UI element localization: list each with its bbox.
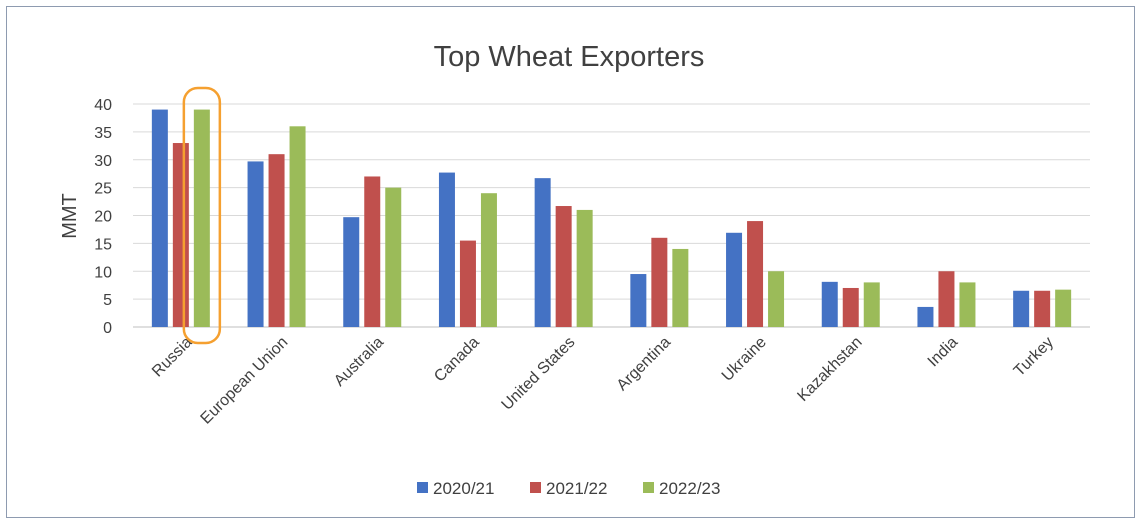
bar bbox=[747, 221, 764, 327]
x-tick-label: Canada bbox=[431, 334, 483, 386]
bar bbox=[459, 240, 476, 327]
bar bbox=[1034, 290, 1051, 327]
x-tick-label: Argentina bbox=[614, 334, 675, 395]
legend-label: 2021/22 bbox=[546, 479, 607, 498]
bar bbox=[842, 287, 859, 327]
x-tick-labels: Russia European Union Australia Canada Unite… bbox=[149, 334, 1057, 428]
bar bbox=[385, 187, 402, 327]
bar bbox=[555, 206, 572, 327]
legend-label: 2022/23 bbox=[659, 479, 720, 498]
y-tick-labels: 0 5 10 15 20 25 30 35 40 bbox=[94, 97, 112, 337]
legend: 2020/21 2021/22 2022/23 bbox=[417, 479, 720, 498]
bar bbox=[821, 281, 838, 327]
y-tick-label: 40 bbox=[94, 97, 112, 114]
y-tick-label: 5 bbox=[103, 292, 112, 309]
bar bbox=[480, 193, 497, 327]
x-tick-label: European Union bbox=[198, 334, 292, 428]
highlight-marker bbox=[182, 86, 222, 345]
highlight-oval bbox=[182, 86, 222, 345]
bar bbox=[863, 282, 880, 327]
legend-swatch bbox=[417, 482, 428, 493]
y-tick-label: 15 bbox=[94, 236, 112, 253]
bar bbox=[768, 271, 785, 327]
chart-title: Top Wheat Exporters bbox=[434, 41, 705, 73]
bar bbox=[726, 232, 743, 327]
y-axis-label: MMT bbox=[59, 193, 81, 239]
bar bbox=[247, 161, 264, 327]
y-tick-label: 0 bbox=[103, 320, 112, 337]
y-tick-label: 10 bbox=[94, 264, 112, 281]
bar bbox=[289, 126, 306, 327]
bar bbox=[672, 248, 689, 327]
bar bbox=[343, 217, 360, 327]
x-tick-label: Turkey bbox=[1011, 334, 1057, 380]
bar bbox=[268, 154, 285, 327]
legend-swatch bbox=[643, 482, 654, 493]
bar bbox=[193, 109, 210, 327]
y-tick-label: 30 bbox=[94, 153, 112, 170]
bar bbox=[1013, 290, 1030, 327]
legend-label: 2020/21 bbox=[433, 479, 494, 498]
bar bbox=[651, 237, 668, 327]
legend-swatch bbox=[530, 482, 541, 493]
bar bbox=[438, 172, 455, 327]
bar bbox=[938, 271, 955, 327]
y-tick-label: 35 bbox=[94, 125, 112, 142]
bar bbox=[1055, 289, 1072, 327]
bar bbox=[534, 178, 551, 327]
x-tick-label: Australia bbox=[331, 334, 387, 390]
y-tick-label: 25 bbox=[94, 181, 112, 198]
bar bbox=[576, 209, 593, 327]
x-tick-label: United States bbox=[499, 334, 579, 414]
x-tick-label: Ukraine bbox=[719, 334, 770, 385]
bar bbox=[959, 282, 976, 327]
bar bbox=[151, 109, 168, 327]
x-tick-label: India bbox=[925, 334, 962, 371]
bar bbox=[917, 306, 934, 327]
bar bbox=[172, 143, 189, 327]
bar bbox=[364, 176, 381, 327]
y-tick-label: 20 bbox=[94, 209, 112, 226]
bar bbox=[630, 274, 647, 327]
bars bbox=[151, 109, 1072, 327]
x-tick-label: Kazakhstan bbox=[794, 334, 865, 405]
